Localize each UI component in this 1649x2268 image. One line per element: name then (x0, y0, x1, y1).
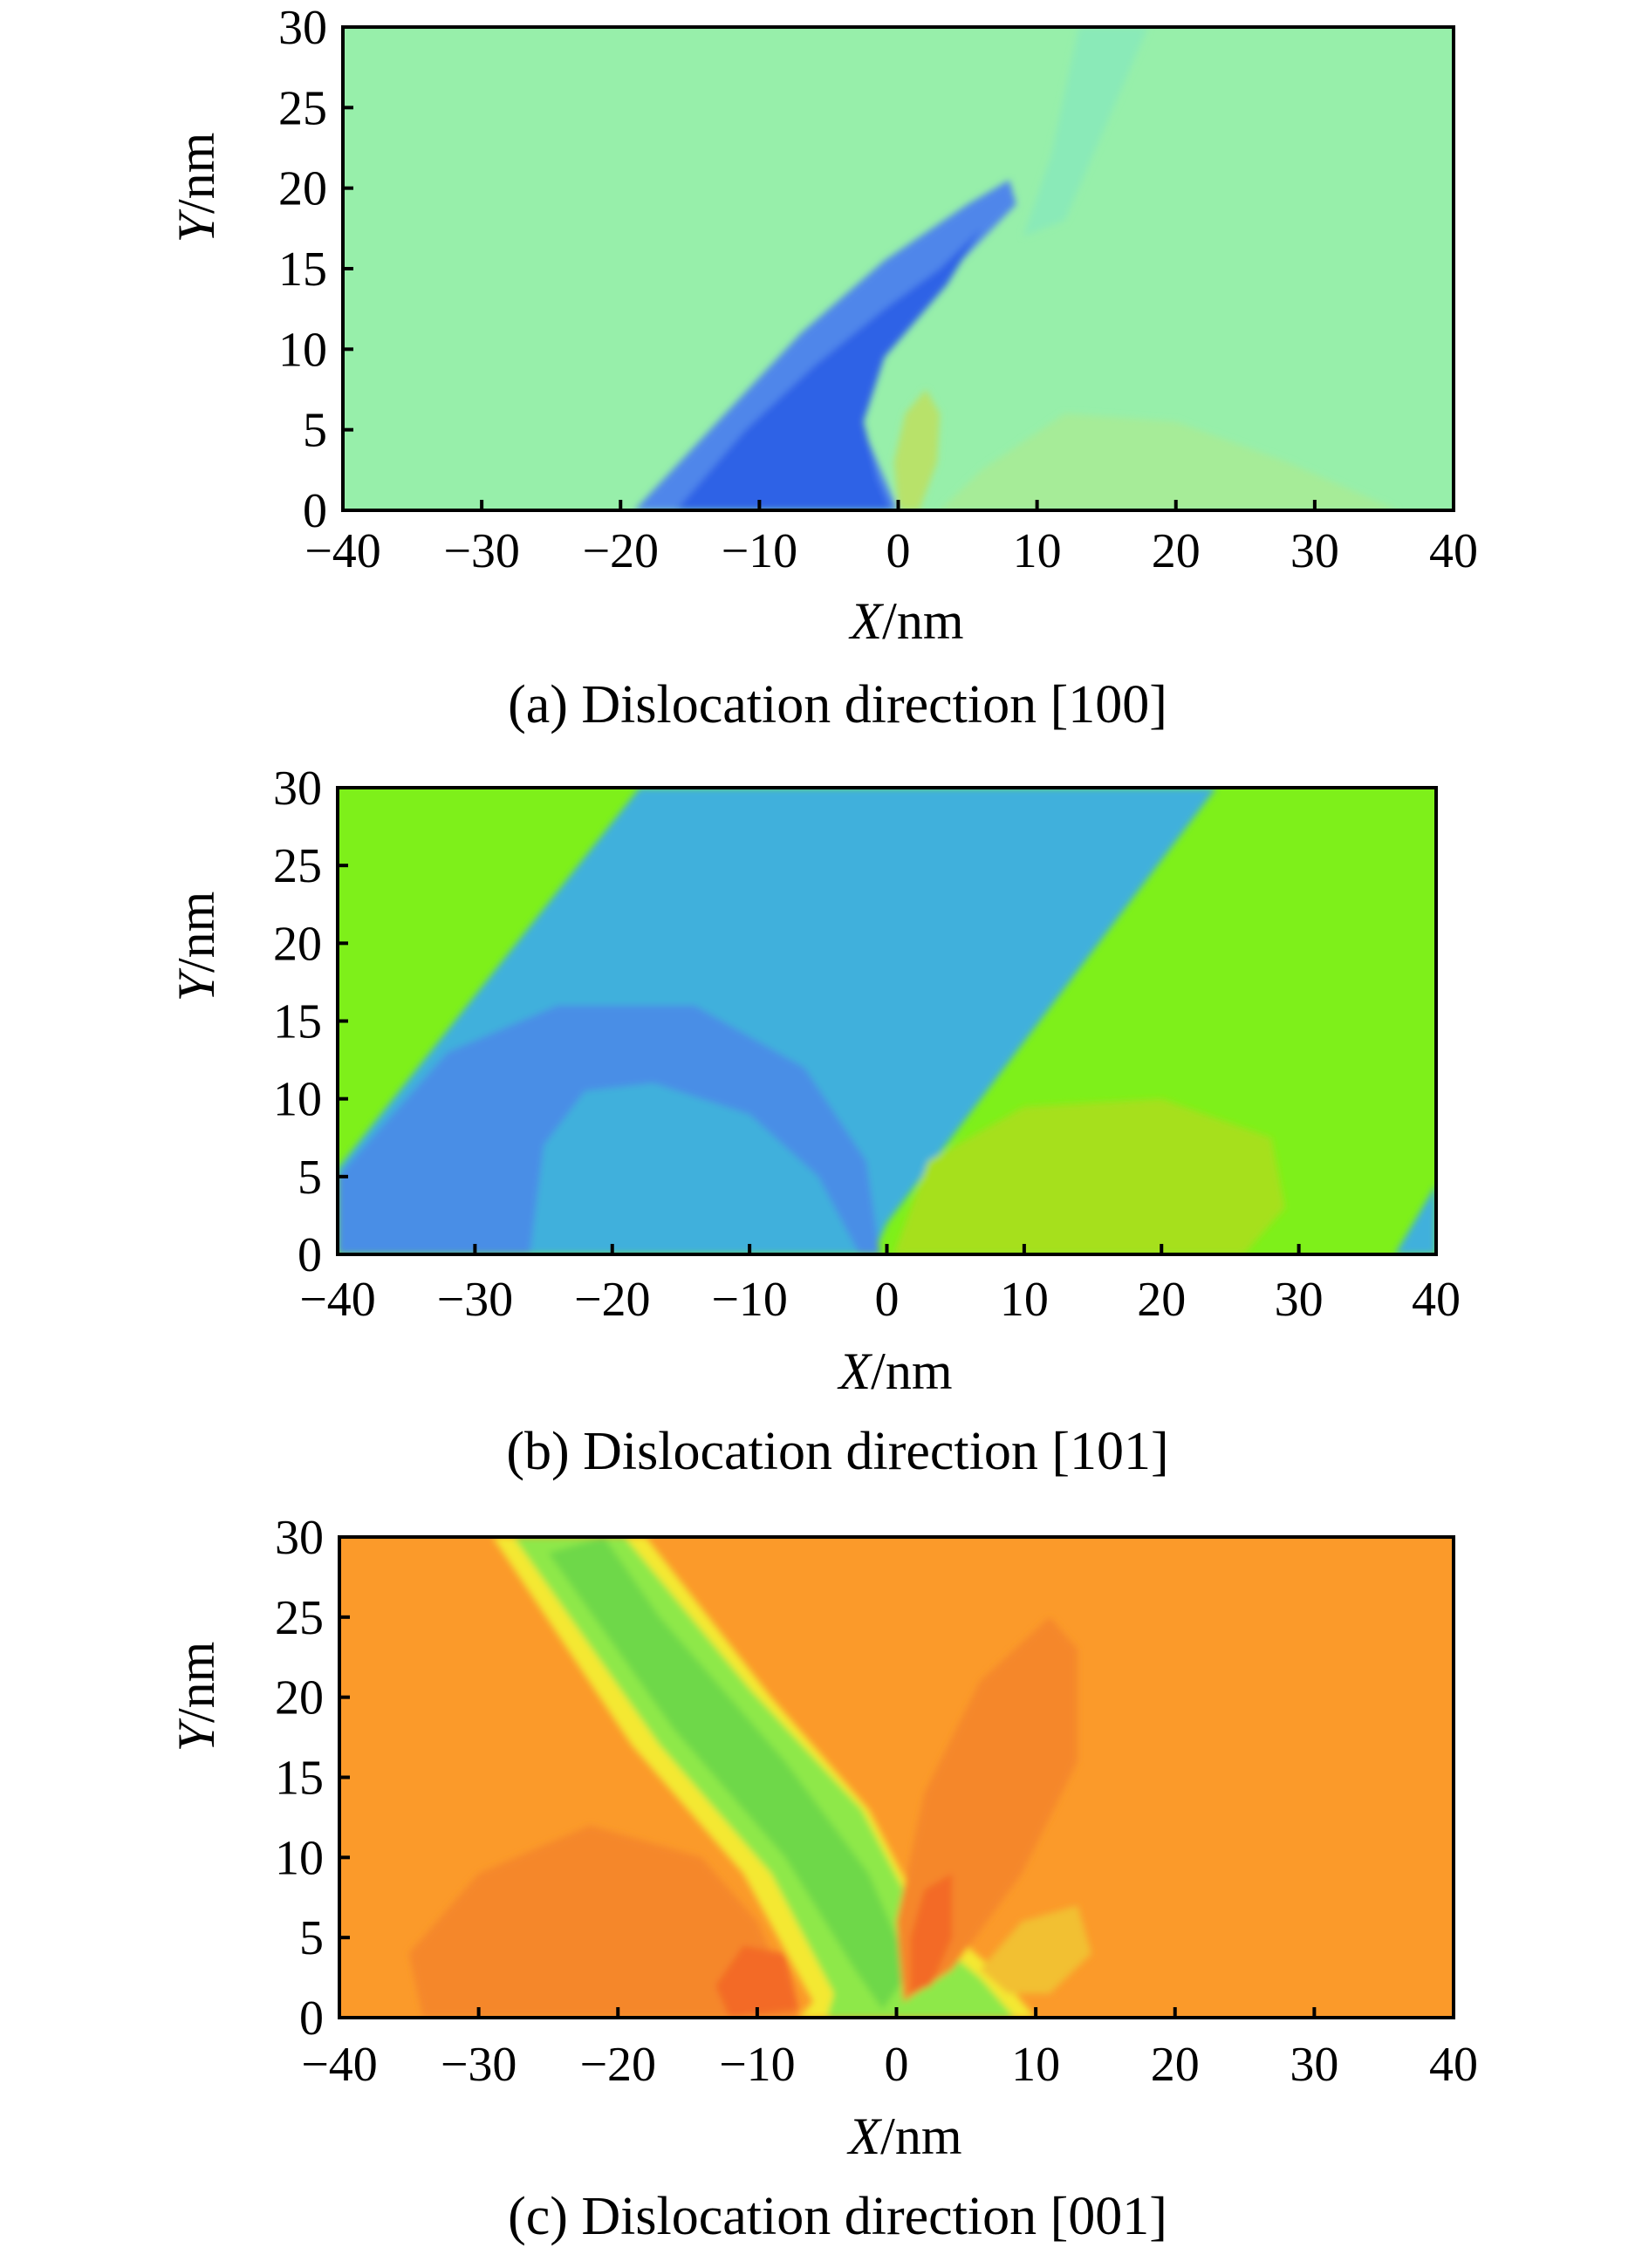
y-tick-label: 20 (278, 162, 327, 216)
y-tick-label: 20 (275, 1671, 324, 1725)
x-tick-label: 0 (886, 524, 911, 578)
y-axis-unit: /nm (168, 1642, 225, 1723)
y-tick-label: 30 (273, 762, 322, 816)
y-axis-unit: /nm (168, 891, 225, 973)
y-axis-unit: /nm (168, 133, 225, 214)
x-tick-label: −10 (711, 1273, 788, 1327)
x-tick-label: 20 (1137, 1273, 1186, 1327)
x-axis-unit: /nm (880, 2107, 961, 2165)
region-upper-shading (1023, 27, 1148, 237)
x-tick-label: −10 (719, 2038, 796, 2092)
x-tick-label: 40 (1429, 2038, 1478, 2092)
y-tick-label: 5 (299, 1911, 324, 1965)
region-right-core (910, 1873, 953, 1994)
x-tick-label: −20 (574, 1273, 651, 1327)
field-regions (408, 1537, 1091, 2018)
x-tick-label: −10 (722, 524, 798, 578)
y-axis-variable: Y (168, 1718, 225, 1752)
region-small-lobe (980, 1905, 1091, 1994)
y-axis-label: Y/nm (168, 1642, 225, 1752)
panel-c: −40 −30 −20 −10 0 10 20 30 40051015202530X/nmY/n… (168, 1511, 1478, 2246)
y-axis-label: Y/nm (168, 891, 225, 1002)
y-tick-label: 30 (278, 1, 327, 55)
y-axis-variable: Y (168, 208, 225, 243)
y-tick-label: 0 (298, 1228, 322, 1282)
y-axis-label: Y/nm (168, 133, 225, 243)
y-tick-label: 25 (275, 1591, 324, 1645)
region-right-edge (1394, 1184, 1436, 1254)
x-tick-label: −20 (579, 2038, 656, 2092)
region-right-lobe (893, 1098, 1285, 1254)
x-axis-label: X/nm (849, 592, 964, 650)
x-axis-label: X/nm (847, 2107, 962, 2165)
y-tick-label: 25 (273, 839, 322, 893)
x-tick-label: 20 (1152, 524, 1201, 578)
x-axis-variable: X (847, 2107, 883, 2165)
y-tick-label: 0 (299, 1991, 324, 2046)
x-tick-label: 40 (1412, 1273, 1461, 1327)
x-tick-label: −30 (437, 1273, 514, 1327)
x-tick-label: 10 (1000, 1273, 1049, 1327)
region-compressive-lobe (634, 180, 1016, 510)
x-axis-variable: X (838, 1342, 873, 1400)
y-axis-variable: Y (168, 967, 225, 1001)
y-tick-label: 25 (278, 81, 327, 135)
region-left-lobe (408, 1825, 799, 2018)
x-axis-label: X/nm (838, 1342, 953, 1400)
x-tick-label: 30 (1275, 1273, 1324, 1327)
x-axis-unit: /nm (882, 592, 963, 650)
panel-caption: (b) Dislocation direction [101] (506, 1422, 1168, 1481)
x-tick-label: 10 (1011, 2038, 1060, 2092)
panel-caption: (a) Dislocation direction [100] (508, 675, 1167, 734)
panel-a: −40 −30 −20 −10 0 10 20 30 40051015202530X/nmY/n… (168, 1, 1478, 734)
x-tick-label: 30 (1290, 524, 1339, 578)
x-tick-label: 40 (1429, 524, 1478, 578)
x-tick-label: −30 (443, 524, 520, 578)
y-tick-label: 15 (273, 995, 322, 1049)
panel-caption: (c) Dislocation direction [001] (508, 2187, 1167, 2246)
field-regions (634, 27, 1399, 510)
x-tick-label: 0 (875, 1273, 900, 1327)
region-far-field-band (940, 413, 1399, 510)
x-tick-label: 0 (885, 2038, 909, 2092)
y-tick-label: 10 (273, 1073, 322, 1127)
y-tick-label: 20 (273, 917, 322, 971)
panel-b: −40 −30 −20 −10 0 10 20 30 40051015202530X/nmY/n… (168, 762, 1461, 1481)
x-tick-label: 20 (1151, 2038, 1200, 2092)
x-tick-label: −40 (304, 524, 381, 578)
x-tick-label: 30 (1290, 2038, 1338, 2092)
x-tick-label: −30 (441, 2038, 517, 2092)
region-left-core (715, 1945, 799, 2018)
y-tick-label: 30 (275, 1511, 324, 1565)
y-tick-label: 10 (278, 323, 327, 377)
y-tick-label: 15 (278, 243, 327, 297)
region-band-inner (548, 1537, 911, 2010)
region-tensile-lobe (893, 389, 941, 510)
field-regions (338, 788, 1436, 1254)
y-tick-label: 15 (275, 1752, 324, 1806)
x-axis-variable: X (849, 592, 885, 650)
y-tick-label: 5 (298, 1151, 322, 1205)
x-tick-label: 10 (1013, 524, 1062, 578)
y-tick-label: 0 (303, 484, 327, 538)
region-left-lobe-inner (530, 1083, 859, 1254)
x-tick-label: −40 (301, 2038, 378, 2092)
x-tick-label: −40 (299, 1273, 376, 1327)
region-compressive-core (675, 228, 982, 510)
y-tick-label: 5 (303, 404, 327, 458)
x-axis-unit: /nm (871, 1342, 952, 1400)
y-tick-label: 10 (275, 1831, 324, 1885)
x-tick-label: −20 (582, 524, 659, 578)
